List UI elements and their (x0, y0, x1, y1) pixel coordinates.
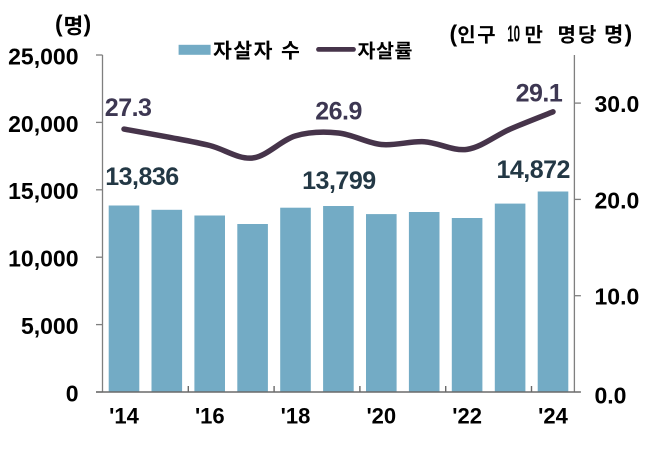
svg-text:13,836: 13,836 (105, 163, 178, 191)
svg-text:20,000: 20,000 (8, 111, 78, 137)
svg-text:14,872: 14,872 (496, 156, 569, 184)
svg-text:(: ( (450, 21, 458, 47)
svg-text:10,000: 10,000 (8, 246, 78, 272)
svg-text:27.3: 27.3 (105, 94, 152, 122)
svg-text:20.0: 20.0 (595, 187, 640, 213)
svg-text:'24: '24 (538, 404, 568, 429)
svg-text:13,799: 13,799 (302, 167, 375, 195)
svg-text:10.0: 10.0 (595, 284, 640, 310)
svg-text:'18: '18 (281, 404, 311, 429)
svg-text:(: ( (55, 11, 63, 37)
svg-text:30.0: 30.0 (595, 91, 640, 117)
svg-text:'20: '20 (366, 404, 396, 429)
svg-text:15,000: 15,000 (8, 178, 78, 204)
svg-text:29.1: 29.1 (516, 80, 563, 108)
svg-text:0: 0 (66, 380, 79, 406)
svg-text:'22: '22 (452, 404, 482, 429)
svg-text:): ) (84, 11, 92, 37)
svg-text:10: 10 (507, 21, 520, 47)
svg-text:0.0: 0.0 (595, 383, 627, 409)
svg-text:25,000: 25,000 (8, 43, 78, 69)
svg-text:26.9: 26.9 (315, 98, 362, 126)
svg-text:): ) (625, 21, 633, 47)
svg-text:5,000: 5,000 (21, 313, 79, 339)
svg-text:'14: '14 (109, 404, 139, 429)
svg-text:'16: '16 (195, 404, 225, 429)
